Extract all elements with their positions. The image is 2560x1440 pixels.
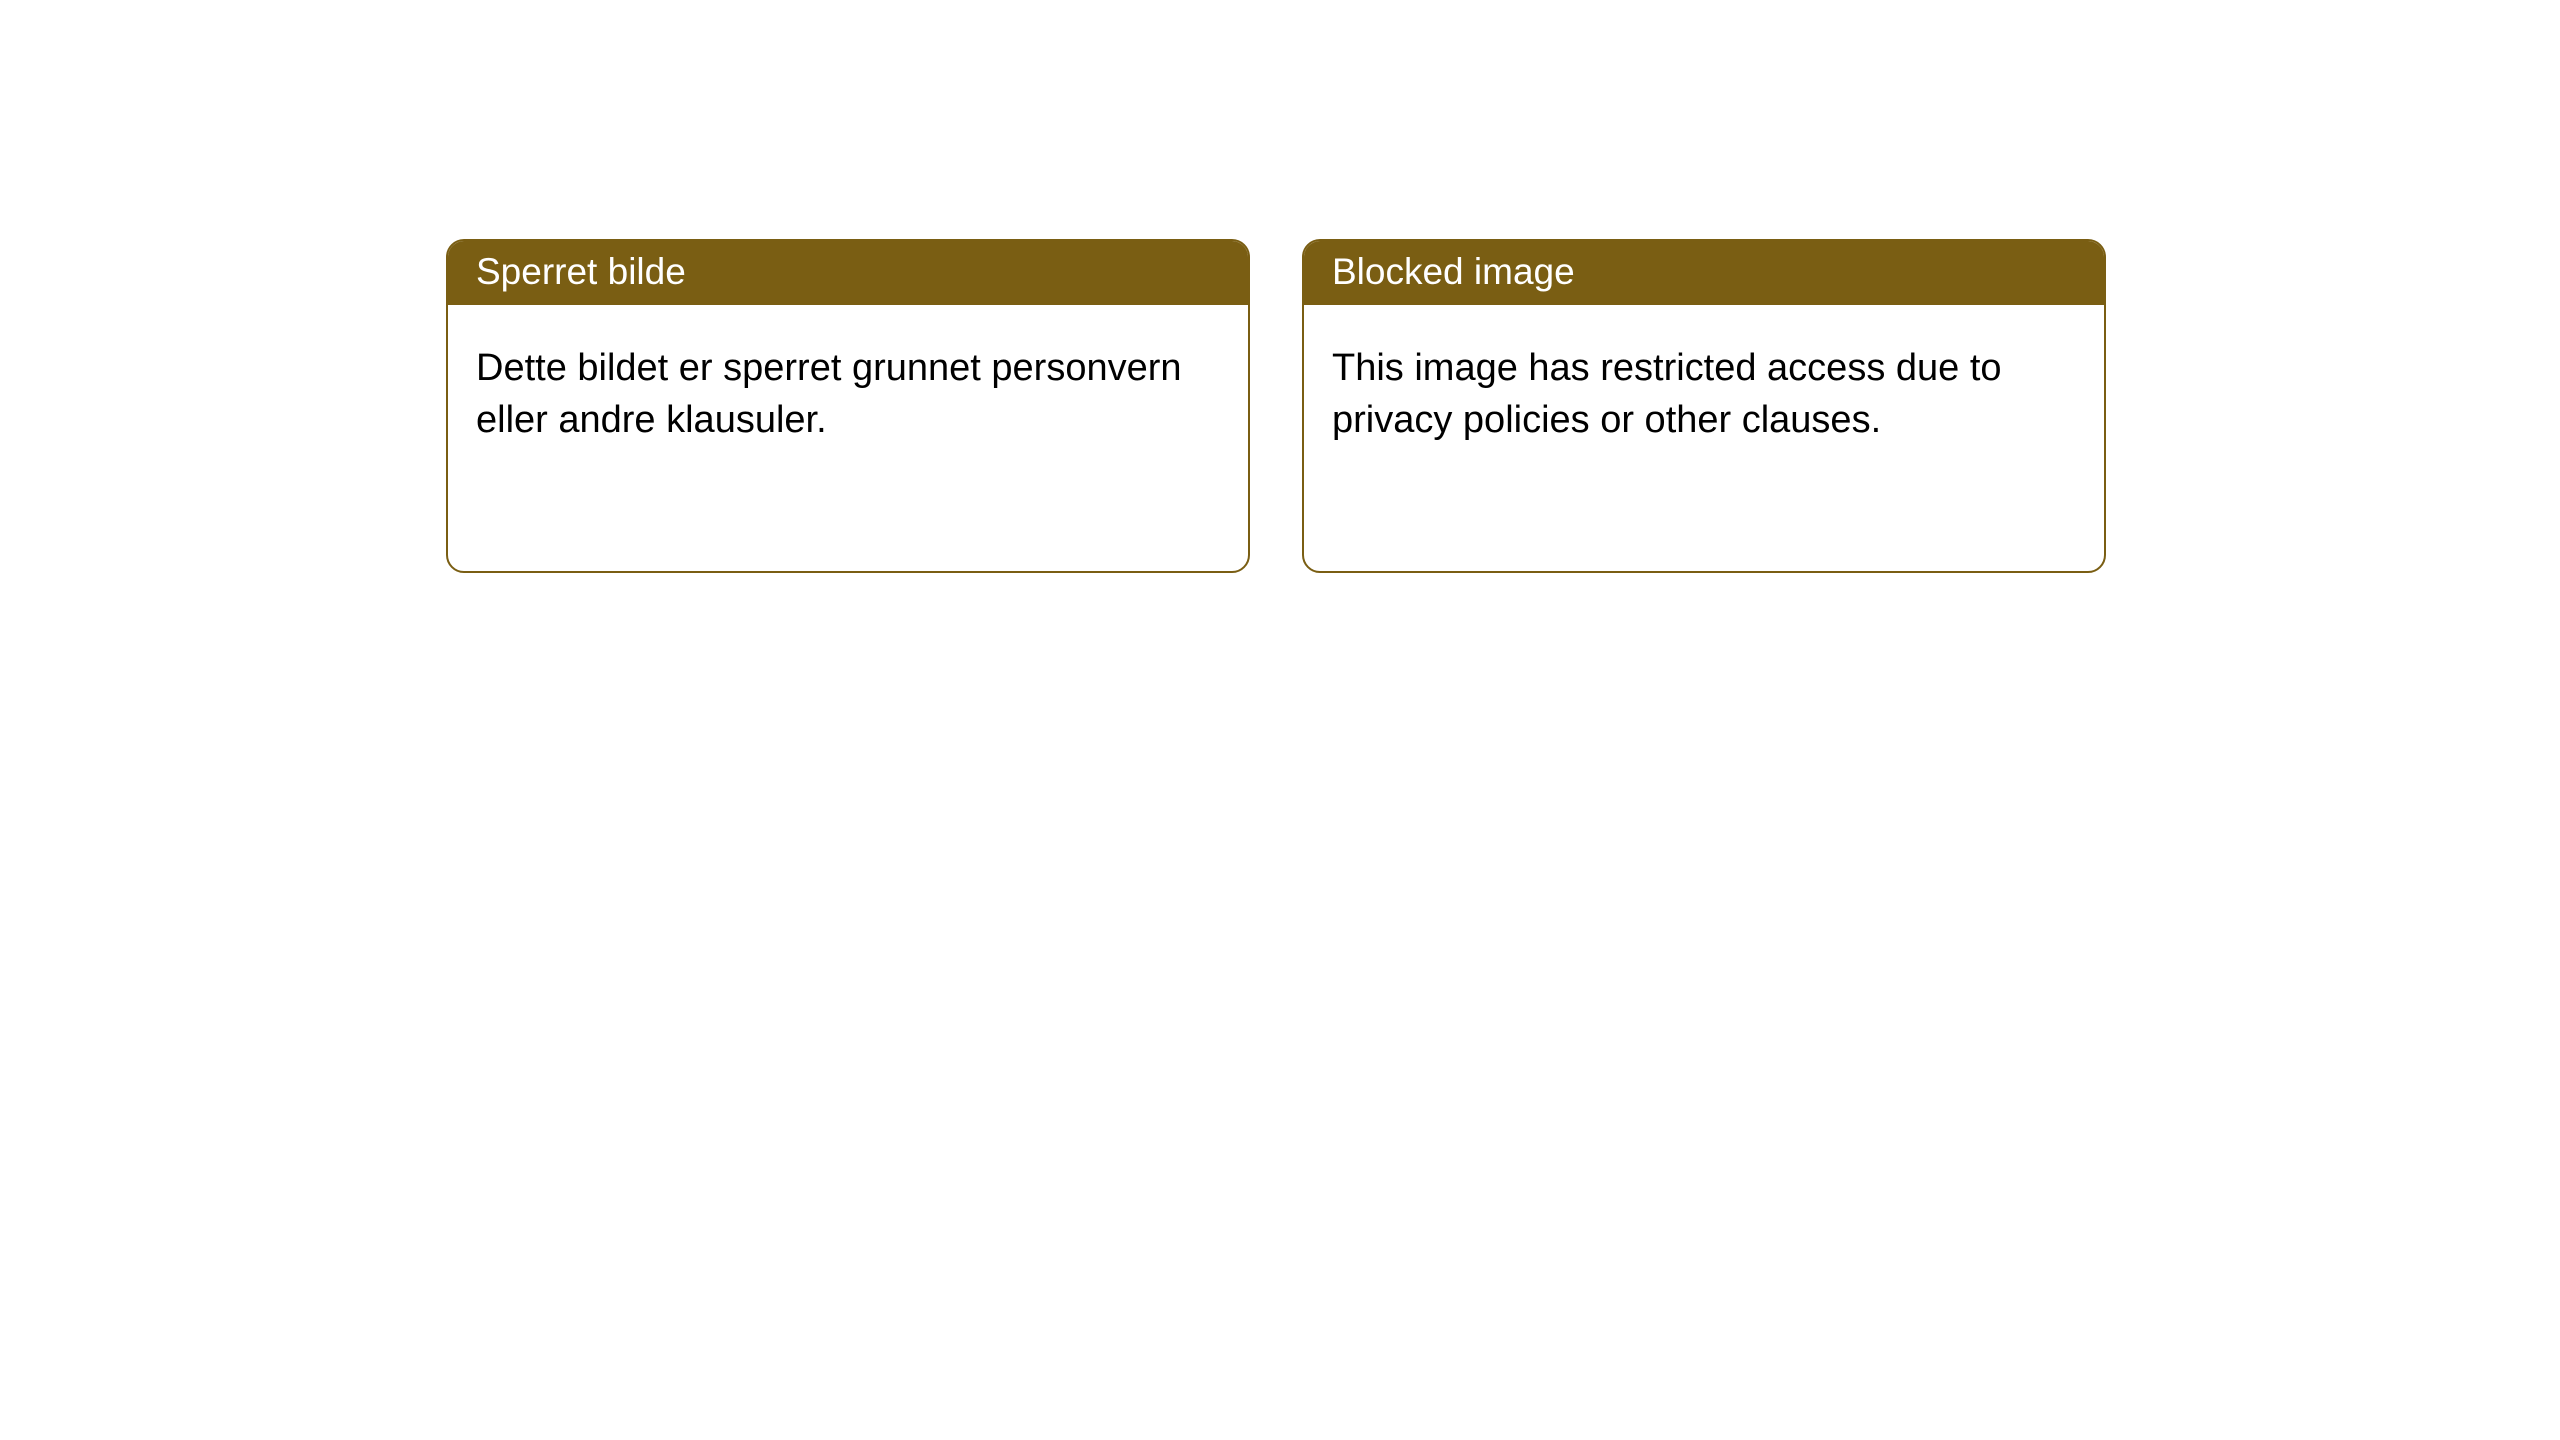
notice-card-english: Blocked image This image has restricted … <box>1302 239 2106 573</box>
notice-body: Dette bildet er sperret grunnet personve… <box>448 305 1248 474</box>
notice-card-norwegian: Sperret bilde Dette bildet er sperret gr… <box>446 239 1250 573</box>
notice-container: Sperret bilde Dette bildet er sperret gr… <box>0 0 2560 573</box>
notice-header: Sperret bilde <box>448 241 1248 305</box>
notice-body: This image has restricted access due to … <box>1304 305 2104 474</box>
notice-header: Blocked image <box>1304 241 2104 305</box>
